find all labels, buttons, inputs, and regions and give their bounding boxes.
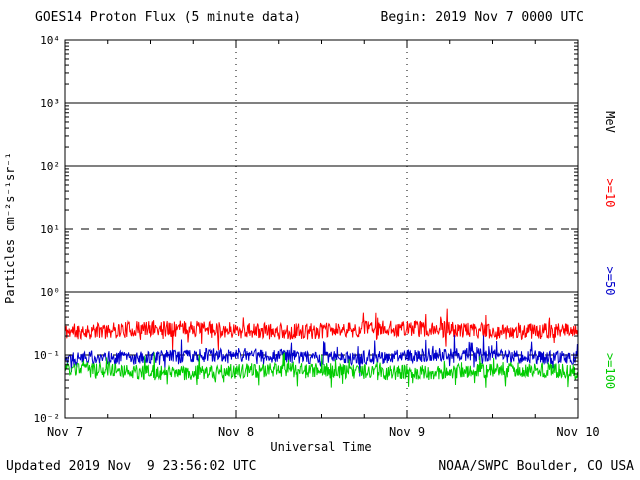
updated-label: Updated 2019 Nov 9 23:56:02 UTC bbox=[6, 459, 256, 474]
y-tick-label: 10³ bbox=[40, 97, 60, 110]
series-100mev bbox=[64, 352, 579, 388]
x-tick-label: Nov 10 bbox=[556, 425, 599, 439]
y-axis-label: Particles cm⁻²s⁻¹sr⁻¹ bbox=[3, 152, 17, 304]
x-axis-label: Universal Time bbox=[270, 440, 371, 454]
x-tick-label: Nov 8 bbox=[218, 425, 254, 439]
begin-label: Begin: 2019 Nov 7 0000 UTC bbox=[381, 10, 585, 25]
series-10mev bbox=[64, 308, 579, 351]
right-axis-labels: MeV >=10 >=50 >=100 bbox=[603, 111, 617, 389]
x-tick-label: Nov 7 bbox=[47, 425, 83, 439]
source-label: NOAA/SWPC Boulder, CO USA bbox=[438, 459, 634, 474]
y-tick-label: 10¹ bbox=[40, 223, 60, 236]
y-tick-label: 10⁰ bbox=[40, 286, 60, 299]
y-tick-label: 10² bbox=[40, 160, 60, 173]
data-series bbox=[64, 308, 579, 388]
axis-ticks bbox=[64, 39, 579, 419]
right-label-mev: MeV bbox=[603, 111, 617, 133]
y-tick-label: 10⁴ bbox=[40, 34, 60, 47]
right-label-100: >=100 bbox=[603, 353, 617, 389]
right-label-10: >=10 bbox=[603, 179, 617, 208]
right-label-50: >=50 bbox=[603, 267, 617, 296]
x-tick-label: Nov 9 bbox=[389, 425, 425, 439]
y-tick-label: 10⁻² bbox=[34, 412, 61, 425]
y-tick-label: 10⁻¹ bbox=[34, 349, 61, 362]
chart-title: GOES14 Proton Flux (5 minute data) bbox=[35, 10, 301, 25]
